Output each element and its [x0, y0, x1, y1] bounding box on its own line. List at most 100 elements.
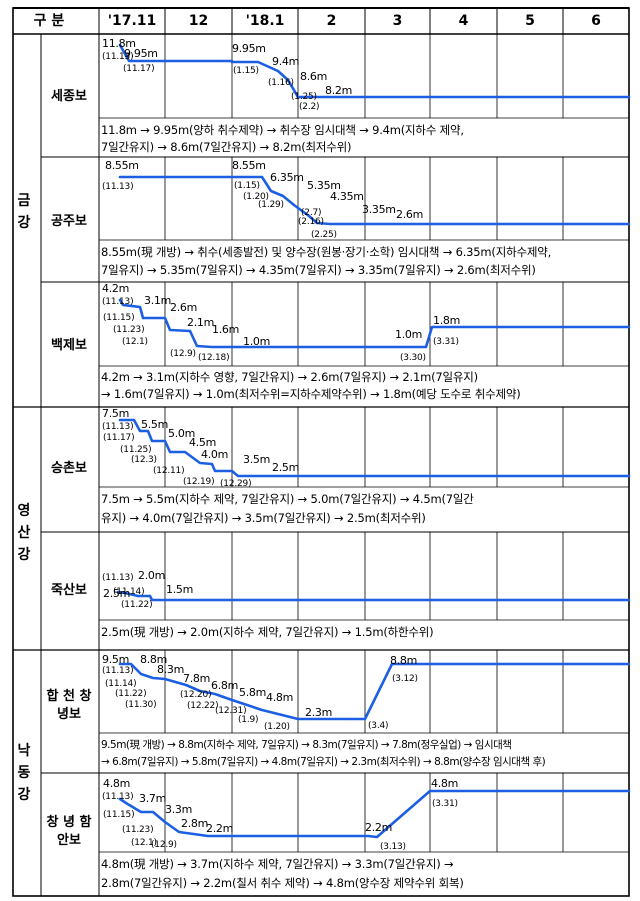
date-label: (11.30): [125, 700, 156, 710]
date-label: (11.17): [103, 433, 134, 443]
river-geum: 금강: [17, 193, 31, 231]
level-label: 4.8m: [431, 777, 458, 790]
level-label: 4.0m: [201, 448, 228, 461]
level-label: 4.5m: [189, 436, 216, 449]
date-label: (12.9): [151, 840, 177, 850]
date-label: (1.15): [234, 181, 260, 191]
river-nakdong: 낙동강: [17, 743, 31, 803]
weir-juksan-desc-1: 2.5m(現 개방) → 2.0m(지하수 제약, 7일간유지) → 1.5m(…: [101, 625, 434, 639]
date-label: (1.15): [233, 66, 259, 76]
weir-gongju: 공주보: [51, 214, 87, 229]
level-label: 2.6m: [170, 301, 197, 314]
date-label: (11.22): [121, 600, 152, 610]
level-step-line-5: [118, 662, 631, 721]
level-label: 5.35m: [307, 179, 341, 192]
date-label: (11.14): [105, 679, 136, 689]
date-label: (2.2): [299, 102, 319, 112]
level-label: 2.1m: [187, 316, 214, 329]
date-label: (3.31): [432, 799, 458, 809]
date-label: (11.23): [122, 825, 153, 835]
date-label: (12.19): [183, 477, 214, 487]
weir-sejong-desc-1: 11.8m → 9.95m(양하 취수제약) → 취수장 임시대책 → 9.4m…: [101, 123, 464, 137]
date-label: (3.4): [368, 721, 388, 731]
header-month-3: 3: [392, 13, 403, 29]
level-label: 9.5m: [102, 653, 129, 666]
header-label: 구 분: [33, 13, 65, 29]
weir-seungchon: 승촌보: [51, 461, 87, 476]
date-label: (12.11): [153, 466, 184, 476]
level-label: 1.6m: [212, 323, 239, 336]
level-label: 2.6m: [396, 208, 423, 221]
date-label: (12.20): [180, 690, 211, 700]
date-label: (1.16): [268, 78, 294, 88]
date-label: (11.13): [102, 182, 133, 192]
level-label: 8.55m: [232, 159, 266, 172]
date-label: (3.31): [433, 337, 459, 347]
date-label: (1.29): [258, 200, 284, 210]
level-label: 6.35m: [270, 171, 304, 184]
level-label: 2.3m: [305, 706, 332, 719]
level-step-line-0: [118, 43, 631, 99]
date-label: (1.20): [243, 192, 269, 202]
level-label: 1.8m: [433, 314, 460, 327]
weir-hapcheon-changnyeong: 합 천 창녕보: [46, 689, 92, 722]
date-label: (12.29): [220, 479, 251, 489]
weir-baekje: 백제보: [51, 338, 87, 353]
date-label: (11.23): [113, 325, 144, 335]
level-label: 8.2m: [325, 84, 352, 97]
date-label: (11.13): [102, 52, 133, 62]
header-month-2: 2: [326, 13, 337, 29]
date-label: (2.25): [311, 230, 337, 240]
level-label: 2.8m: [181, 817, 208, 830]
date-label: (2.7): [301, 208, 321, 218]
weir-gongju-desc-1: 8.55m(現 개방) → 취수(세종발전) 및 양수장(원봉·장기·소학) 임…: [101, 245, 552, 259]
level-label: 2.0m: [138, 569, 165, 582]
header-month-4: 4: [458, 13, 469, 29]
weir-juksan: 죽산보: [51, 583, 87, 598]
level-label: 9.95m: [124, 47, 158, 60]
level-label: 4.8m: [266, 691, 293, 704]
level-label: 7.8m: [183, 672, 210, 685]
weir-hapcheon-desc-1: 9.5m(現 개방) → 8.8m(지하수 제약, 7일유지) → 8.3m(7…: [101, 739, 512, 751]
date-label: (12.1): [131, 838, 157, 848]
level-label: 4.35m: [330, 190, 364, 203]
date-label: (12.18): [198, 353, 229, 363]
level-label: 6.8m: [211, 679, 238, 692]
level-label: 8.3m: [157, 663, 184, 676]
level-label: 8.6m: [300, 70, 327, 83]
date-label: (11.14): [113, 587, 144, 597]
date-label: (11.15): [103, 810, 134, 820]
weir-seungchon-desc-1: 7.5m → 5.5m(지하수 제약, 7일간유지) → 5.0m(7일간유지)…: [101, 492, 474, 506]
date-label: (1.9): [238, 715, 258, 725]
date-label: (1.20): [264, 722, 290, 732]
date-label: (3.30): [400, 353, 426, 363]
date-label: (11.13): [102, 297, 133, 307]
date-label: (3.12): [392, 674, 418, 684]
weir-changnyeong-haman-desc-1: 4.8m(現 개방) → 3.7m(지하수 제약, 7일간유지) → 3.3m(…: [101, 857, 454, 871]
date-label: (11.22): [115, 689, 146, 699]
level-step-line-1: [118, 175, 631, 226]
level-label: 11.8m: [102, 37, 136, 50]
level-label: 5.5m: [141, 418, 168, 431]
level-step-line-2: [118, 298, 631, 349]
header-month-5: 5: [525, 13, 535, 29]
level-label: 7.5m: [102, 407, 129, 420]
date-label: (11.13): [102, 666, 133, 676]
header-month-6: 6: [591, 13, 601, 29]
date-label: (11.25): [120, 445, 151, 455]
header-month-2017-11: '17.11: [107, 13, 157, 29]
level-label: 1.0m: [395, 328, 422, 341]
level-label: 1.0m: [243, 335, 270, 348]
date-label: (12.22): [187, 701, 218, 711]
date-label: (11.17): [123, 64, 154, 74]
level-label: 5.0m: [168, 427, 195, 440]
level-label: 8.55m: [105, 159, 139, 172]
level-label: 2.2m: [206, 822, 233, 835]
level-label: 9.95m: [232, 42, 266, 55]
weir-hapcheon-desc-2: → 6.8m(7일유지) → 5.8m(7일유지) → 4.8m(7일유지) →…: [101, 756, 546, 768]
header-month-12: 12: [188, 13, 209, 29]
weir-sejong-desc-2: 7일간유지) → 8.6m(7일간유지) → 8.2m(최저수위): [101, 140, 352, 154]
level-label: 2.5m: [103, 587, 130, 600]
level-label: 8.8m: [390, 654, 417, 667]
